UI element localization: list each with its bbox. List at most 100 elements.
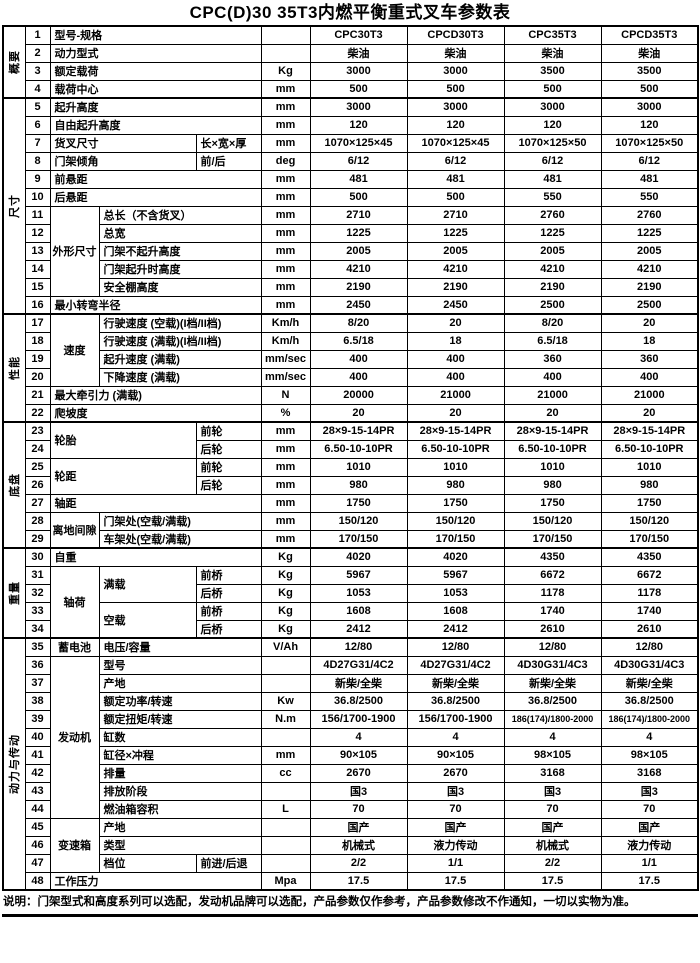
parameter-cell: 动力型式	[49, 43, 262, 63]
value-cell: 6.50-10-10PR	[503, 439, 602, 459]
row-number: 48	[24, 871, 51, 891]
section-label: 尺寸	[2, 97, 26, 315]
value-cell: 国产	[600, 817, 699, 837]
value-cell: CPC35T3	[503, 25, 602, 45]
value-cell: 4350	[503, 547, 602, 567]
row-number: 10	[24, 187, 51, 207]
parameter-cell: 前进/后退	[195, 853, 262, 873]
value-cell: 120	[309, 115, 408, 135]
value-cell: 400	[309, 349, 408, 369]
value-cell: 6672	[503, 565, 602, 585]
footer-note: 说明：门架型式和高度系列可以选配，发动机品牌可以选配，产品参数仅作参考，产品参数…	[2, 891, 698, 917]
unit-cell	[260, 25, 311, 45]
value-cell: 2610	[600, 619, 699, 639]
value-cell: 机械式	[309, 835, 408, 855]
parameter-cell: 前桥	[195, 565, 262, 585]
unit-cell: mm	[260, 241, 311, 261]
parameter-cell: 缸径×冲程	[98, 745, 262, 765]
value-cell: 3500	[503, 61, 602, 81]
parameter-cell: 门架起升时高度	[98, 259, 262, 279]
unit-cell: Kg	[260, 565, 311, 585]
value-cell: 1225	[406, 223, 505, 243]
value-cell: 2710	[406, 205, 505, 225]
unit-cell: Km/h	[260, 313, 311, 333]
value-cell: CPCD30T3	[406, 25, 505, 45]
parameter-cell: 总长（不含货叉）	[98, 205, 262, 225]
value-cell: 481	[406, 169, 505, 189]
value-cell: 980	[406, 475, 505, 495]
unit-cell	[260, 835, 311, 855]
unit-cell: mm	[260, 745, 311, 765]
unit-cell	[260, 655, 311, 675]
row-number: 21	[24, 385, 51, 405]
parameter-cell: 下降速度 (满载)	[98, 367, 262, 387]
value-cell: 120	[406, 115, 505, 135]
value-cell: 2190	[309, 277, 408, 297]
value-cell: 2005	[406, 241, 505, 261]
row-number: 30	[24, 547, 51, 567]
group-label-cell: 轮距	[49, 457, 197, 495]
value-cell: 980	[503, 475, 602, 495]
value-cell: 3168	[600, 763, 699, 783]
unit-cell: cc	[260, 763, 311, 783]
group-label-cell: 发动机	[49, 655, 100, 819]
group-label-cell: 外形尺寸	[49, 205, 100, 297]
value-cell: CPCD35T3	[600, 25, 699, 45]
value-cell: 12/80	[406, 637, 505, 657]
row-number: 40	[24, 727, 51, 747]
value-cell: 36.8/2500	[503, 691, 602, 711]
unit-cell: mm	[260, 223, 311, 243]
value-cell: 21000	[406, 385, 505, 405]
unit-cell: Mpa	[260, 871, 311, 891]
row-number: 45	[24, 817, 51, 837]
value-cell: 980	[309, 475, 408, 495]
value-cell: 4210	[309, 259, 408, 279]
parameter-cell: 载荷中心	[49, 79, 262, 99]
value-cell: 5967	[309, 565, 408, 585]
value-cell: 2412	[309, 619, 408, 639]
value-cell: 36.8/2500	[309, 691, 408, 711]
value-cell: 500	[406, 187, 505, 207]
row-number: 5	[24, 97, 51, 117]
row-number: 34	[24, 619, 51, 639]
value-cell: 28×9-15-14PR	[503, 421, 602, 441]
row-number: 32	[24, 583, 51, 603]
value-cell: 国3	[406, 781, 505, 801]
unit-cell	[260, 853, 311, 873]
unit-cell: L	[260, 799, 311, 819]
unit-cell	[260, 43, 311, 63]
unit-cell: Kg	[260, 61, 311, 81]
parameter-cell: 额定功率/转速	[98, 691, 262, 711]
value-cell: 4D27G31/4C2	[406, 655, 505, 675]
unit-cell	[260, 817, 311, 837]
row-number: 7	[24, 133, 51, 153]
parameter-cell: 前轮	[195, 421, 262, 441]
value-cell: 新柴/全柴	[309, 673, 408, 693]
row-number: 2	[24, 43, 51, 63]
value-cell: 6.5/18	[503, 331, 602, 351]
value-cell: 28×9-15-14PR	[309, 421, 408, 441]
unit-cell	[260, 673, 311, 693]
unit-cell: Kg	[260, 619, 311, 639]
value-cell: 500	[309, 187, 408, 207]
value-cell: 18	[600, 331, 699, 351]
value-cell: 4	[309, 727, 408, 747]
parameter-cell: 型号	[98, 655, 262, 675]
value-cell: 20	[503, 403, 602, 423]
value-cell: 柴油	[600, 43, 699, 63]
unit-cell: mm	[260, 79, 311, 99]
value-cell: 6672	[600, 565, 699, 585]
parameter-cell: 排放阶段	[98, 781, 262, 801]
value-cell: 21000	[600, 385, 699, 405]
value-cell: 70	[406, 799, 505, 819]
unit-cell: Kg	[260, 601, 311, 621]
section-label-text: 底盘	[9, 473, 22, 497]
value-cell: 98×105	[503, 745, 602, 765]
value-cell: 3500	[600, 61, 699, 81]
value-cell: 481	[503, 169, 602, 189]
value-cell: 2412	[406, 619, 505, 639]
value-cell: 550	[503, 187, 602, 207]
value-cell: 2760	[503, 205, 602, 225]
unit-cell: mm	[260, 421, 311, 441]
value-cell: 6/12	[406, 151, 505, 171]
